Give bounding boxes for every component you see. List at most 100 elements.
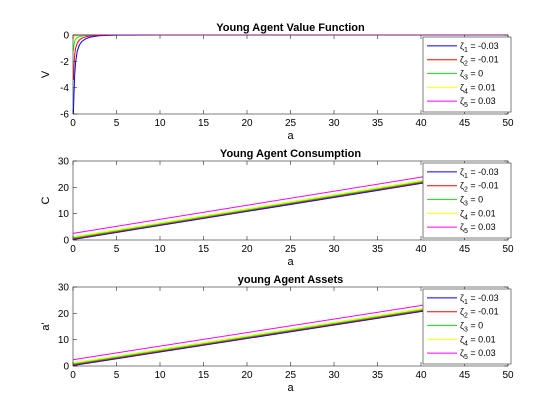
legend-zeta: ζ (460, 321, 464, 331)
y-tick-label: 30 (58, 157, 70, 168)
x-tick-label: 30 (328, 244, 340, 255)
legend-zeta: ζ (460, 307, 464, 317)
legend-value: 0.01 (478, 82, 496, 92)
legend-label: ζ4 = 0.01 (460, 334, 496, 347)
x-tick-label: 5 (114, 370, 120, 381)
legend-entry-1: ζ1 = -0.03 (427, 167, 499, 180)
y-tick-label: 20 (58, 183, 70, 194)
legend-value: 0.03 (478, 348, 496, 358)
legend-label: ζ5 = 0.03 (460, 348, 496, 361)
legend-entry-2: ζ2 = -0.01 (427, 307, 499, 320)
legend-value: 0.03 (478, 222, 496, 232)
legend-entry-1: ζ1 = -0.03 (427, 41, 499, 54)
legend-zeta: ζ (460, 195, 464, 205)
legend-value: 0 (478, 69, 483, 79)
legend-zeta: ζ (460, 334, 464, 344)
x-tick-label: 15 (198, 244, 210, 255)
legend-equals: = (468, 195, 478, 205)
legend-equals: = (468, 69, 478, 79)
x-tick-label: 10 (154, 370, 166, 381)
legend-subscript: 3 (464, 201, 468, 208)
legend-equals: = (468, 82, 478, 92)
x-tick-label: 30 (328, 118, 340, 129)
legend-subscript: 1 (464, 47, 468, 54)
x-tick-label: 0 (70, 118, 76, 129)
x-tick-label: 25 (285, 118, 297, 129)
x-tick-label: 50 (502, 370, 514, 381)
x-tick-label: 40 (415, 244, 427, 255)
x-tick-label: 15 (198, 370, 210, 381)
legend-label: ζ1 = -0.03 (460, 41, 499, 54)
legend-equals: = (468, 321, 478, 331)
legend-entry-4: ζ4 = 0.01 (427, 82, 496, 95)
legend-zeta: ζ (460, 69, 464, 79)
chart-title: young Agent Assets (238, 274, 344, 286)
legend-entry-3: ζ3 = 0 (427, 69, 483, 82)
legend-box (422, 36, 512, 113)
legend-subscript: 3 (464, 327, 468, 334)
y-tick-label: 20 (58, 309, 70, 320)
legend-value: 0.01 (478, 208, 496, 218)
legend-equals: = (468, 167, 478, 177)
legend-equals: = (468, 334, 478, 344)
legend-equals: = (468, 293, 478, 303)
x-tick-label: 50 (502, 118, 514, 129)
x-tick-label: 40 (415, 118, 427, 129)
legend-label: ζ5 = 0.03 (460, 222, 496, 235)
legend-zeta: ζ (460, 82, 464, 92)
y-axis-label: a' (40, 322, 52, 330)
x-tick-label: 45 (459, 118, 471, 129)
legend-subscript: 3 (464, 75, 468, 82)
legend-value: -0.03 (478, 41, 499, 51)
legend-entry-2: ζ2 = -0.01 (427, 181, 499, 194)
legend-zeta: ζ (460, 96, 464, 106)
x-tick-label: 0 (70, 244, 76, 255)
y-tick-label: 10 (58, 335, 70, 346)
legend-label: ζ5 = 0.03 (460, 96, 496, 109)
legend-subscript: 5 (464, 228, 468, 235)
legend-equals: = (468, 96, 478, 106)
x-tick-label: 0 (70, 370, 76, 381)
x-tick-label: 25 (285, 244, 297, 255)
legend-subscript: 1 (464, 173, 468, 180)
x-tick-label: 35 (372, 118, 384, 129)
x-tick-label: 45 (459, 370, 471, 381)
x-tick-label: 20 (241, 244, 253, 255)
legend-equals: = (468, 181, 478, 191)
legend-zeta: ζ (460, 222, 464, 232)
y-axis-label: V (40, 70, 52, 78)
legend-label: ζ3 = 0 (460, 69, 483, 82)
x-axis-label: a (287, 382, 294, 394)
legend-label: ζ2 = -0.01 (460, 307, 499, 320)
y-tick-label: -2 (60, 57, 69, 68)
x-tick-label: 20 (241, 118, 253, 129)
chart-title: Young Agent Value Function (216, 22, 365, 34)
legend-entry-3: ζ3 = 0 (427, 195, 483, 208)
legend-label: ζ3 = 0 (460, 195, 483, 208)
legend-subscript: 4 (464, 340, 468, 347)
legend-subscript: 5 (464, 354, 468, 361)
legend-value: -0.01 (478, 55, 499, 65)
x-tick-label: 35 (372, 370, 384, 381)
x-tick-label: 5 (114, 244, 120, 255)
legend-label: ζ3 = 0 (460, 321, 483, 334)
legend-box (422, 162, 512, 239)
legend-entry-5: ζ5 = 0.03 (427, 348, 496, 361)
y-tick-label: 0 (63, 31, 69, 42)
legend-subscript: 2 (464, 187, 468, 194)
legend-label: ζ2 = -0.01 (460, 55, 499, 68)
legend-subscript: 2 (464, 61, 468, 68)
legend-subscript: 1 (464, 299, 468, 306)
y-tick-label: 0 (63, 362, 69, 373)
legend-subscript: 4 (464, 214, 468, 221)
legend-zeta: ζ (460, 293, 464, 303)
x-tick-label: 30 (328, 370, 340, 381)
x-tick-label: 25 (285, 370, 297, 381)
legend-box (422, 288, 512, 365)
legend-zeta: ζ (460, 167, 464, 177)
